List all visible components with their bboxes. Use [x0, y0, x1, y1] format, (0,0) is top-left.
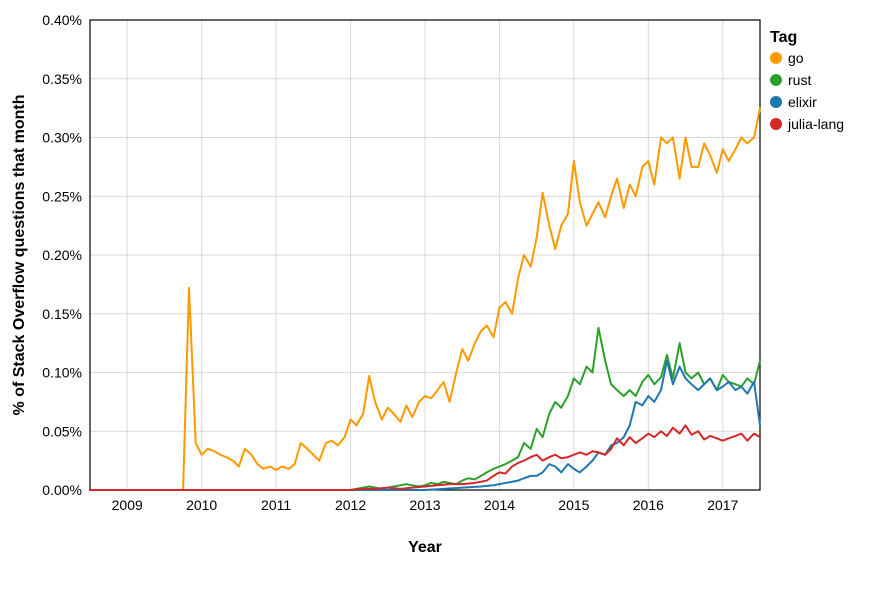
x-tick-label: 2015 [558, 497, 589, 513]
y-tick-label: 0.20% [42, 247, 82, 263]
line-chart: 0.00% 0.05% 0.10% 0.15% 0.20% 0.25% 0.30% 0.35%… [0, 0, 889, 602]
y-tick-label: 0.10% [42, 365, 82, 381]
legend-label-go: go [788, 50, 804, 66]
x-tick-label: 2014 [484, 497, 515, 513]
y-axis-label: % of Stack Overflow questions that month [11, 95, 28, 416]
y-tick-label: 0.25% [42, 188, 82, 204]
x-tick-label: 2011 [261, 497, 291, 513]
y-tick-label: 0.00% [42, 482, 82, 498]
legend-label-rust: rust [788, 72, 811, 88]
legend-title: Tag [770, 29, 797, 46]
x-tick-label: 2010 [186, 497, 217, 513]
y-tick-label: 0.30% [42, 130, 82, 146]
x-tick-label: 2012 [335, 497, 366, 513]
y-tick-label: 0.35% [42, 71, 82, 87]
y-tick-label: 0.15% [42, 306, 82, 322]
chart-svg: 0.00% 0.05% 0.10% 0.15% 0.20% 0.25% 0.30% 0.35%… [0, 0, 889, 602]
legend-marker-julia-lang [770, 118, 782, 130]
y-tick-label: 0.40% [42, 12, 82, 28]
legend-marker-go [770, 52, 782, 64]
x-tick-label: 2013 [409, 497, 440, 513]
legend-marker-elixir [770, 96, 782, 108]
y-tick-label: 0.05% [42, 423, 82, 439]
x-tick-label: 2016 [633, 497, 664, 513]
legend-label-elixir: elixir [788, 94, 817, 110]
legend-label-julia-lang: julia-lang [787, 116, 844, 132]
legend-marker-rust [770, 74, 782, 86]
x-axis-label: Year [408, 539, 442, 556]
x-tick-label: 2017 [707, 497, 738, 513]
x-tick-label: 2009 [112, 497, 143, 513]
